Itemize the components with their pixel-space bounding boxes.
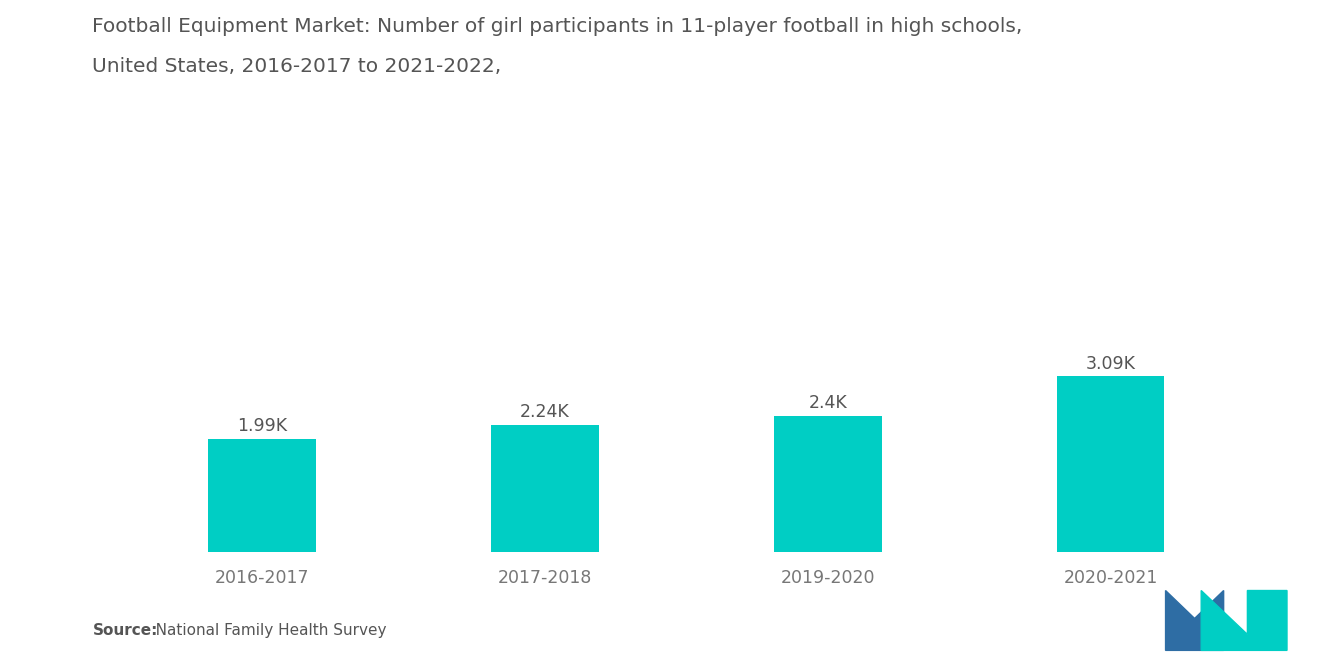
Bar xyxy=(1057,376,1164,552)
Bar xyxy=(774,416,882,552)
Text: 2.24K: 2.24K xyxy=(520,403,570,421)
Text: 3.09K: 3.09K xyxy=(1085,355,1135,373)
Bar xyxy=(209,439,315,552)
Text: Football Equipment Market: Number of girl participants in 11-player football in : Football Equipment Market: Number of gir… xyxy=(92,17,1023,36)
Polygon shape xyxy=(1201,591,1287,650)
Bar xyxy=(491,425,599,552)
Polygon shape xyxy=(1166,591,1224,650)
Text: National Family Health Survey: National Family Health Survey xyxy=(141,623,387,638)
Text: Source:: Source: xyxy=(92,623,158,638)
Text: 2.4K: 2.4K xyxy=(808,394,847,412)
Text: 1.99K: 1.99K xyxy=(238,418,288,436)
Text: United States, 2016-2017 to 2021-2022,: United States, 2016-2017 to 2021-2022, xyxy=(92,57,502,76)
